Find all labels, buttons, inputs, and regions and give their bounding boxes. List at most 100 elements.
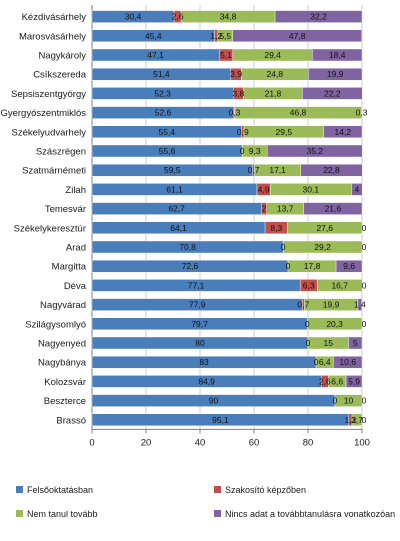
category-label: Szászrégen	[36, 147, 86, 158]
bar-segment	[345, 375, 363, 388]
data-label: 0,3	[356, 108, 368, 118]
data-label: 70,8	[179, 242, 196, 252]
data-label: 21,8	[265, 88, 282, 98]
data-label: 17,1	[269, 165, 286, 175]
bar-segment	[308, 67, 363, 81]
data-label: 22,2	[324, 88, 341, 98]
bar-segment	[274, 10, 363, 23]
data-label: 30,1	[303, 184, 320, 194]
data-label: 64,1	[170, 223, 187, 233]
data-label: 1,4	[354, 300, 366, 310]
data-label: 80	[195, 338, 205, 348]
data-label: 0,3	[229, 108, 241, 118]
data-label: 59,5	[164, 165, 181, 175]
data-label: 10	[344, 396, 354, 406]
bar-segment	[302, 87, 363, 100]
category-label: Margitta	[52, 262, 87, 273]
data-label: 9,3	[249, 146, 261, 156]
x-tick-label-60: 60	[249, 437, 260, 448]
data-label: 6,6	[331, 376, 343, 386]
legend: Felsőoktatásban Szakosító képzőben Nem tan…	[16, 485, 395, 519]
data-label: 3,9	[230, 69, 242, 79]
legend-swatch	[16, 510, 23, 517]
data-label: 4,9	[258, 184, 270, 194]
category-label: Temesvár	[45, 204, 86, 215]
legend-swatch	[214, 510, 221, 517]
data-label: 22,8	[323, 165, 340, 175]
category-label: Déva	[64, 281, 87, 292]
data-label: 2,6	[172, 12, 184, 22]
data-label: 2	[262, 204, 267, 214]
data-label: 19,9	[327, 69, 344, 79]
category-label: Sepsiszentgyörgy	[11, 89, 86, 100]
data-label: 17,8	[304, 261, 321, 271]
bar-segment	[323, 125, 363, 139]
data-label: 0	[333, 396, 338, 406]
data-label: 2,6	[319, 376, 331, 386]
category-label: Gyergyószentmiklós	[0, 108, 86, 119]
data-label: 29,5	[276, 127, 293, 137]
legend-label: Nincs adat a továbbtanulásra vonatkozóan	[225, 509, 395, 519]
x-tick-label-100: 100	[354, 437, 370, 448]
data-label: 10,6	[339, 357, 356, 367]
data-label: 14,2	[335, 127, 352, 137]
bar-segment	[306, 317, 363, 330]
data-label: 0	[362, 415, 367, 425]
data-label: 24,8	[267, 69, 284, 79]
category-label: Szilágysomlyó	[25, 319, 86, 330]
data-label: 0	[362, 223, 367, 233]
category-labels: Kézdivásárhely Marosvásárhely Nagykároly Cs…	[0, 12, 86, 426]
bar-segment	[287, 221, 363, 235]
data-label: 5	[353, 338, 358, 348]
bar-segment	[232, 29, 362, 42]
bar-segment	[303, 202, 363, 215]
data-label: 5,1	[220, 50, 232, 60]
data-label: 19,9	[323, 300, 340, 310]
bar-segment	[334, 394, 363, 407]
data-label: 0	[362, 396, 367, 406]
data-label: 95,1	[212, 415, 229, 425]
data-label: 1,2	[210, 31, 222, 41]
data-label: 5,5	[219, 31, 231, 41]
value-labels: 30,4 2,6 34,8 32,245,4 1,25,5 47,847,1 5,1 29,4…	[125, 12, 368, 425]
bar-segment	[316, 279, 363, 292]
data-label: 77,1	[188, 280, 205, 290]
x-tick-label-20: 20	[141, 437, 152, 448]
category-label: Kolozsvár	[44, 377, 86, 388]
data-label: 0	[306, 338, 311, 348]
bar-segment	[333, 356, 363, 369]
data-label: 1,2	[344, 415, 356, 425]
data-label: 0	[362, 319, 367, 329]
data-label: 0	[286, 261, 291, 271]
data-label: 61,1	[166, 184, 183, 194]
data-label: 3,7	[351, 415, 363, 425]
category-label: Brassó	[56, 415, 86, 426]
data-label: 0	[362, 280, 367, 290]
bar-segment	[300, 163, 363, 177]
data-label: 3,8	[232, 88, 244, 98]
data-label: 55,6	[159, 146, 176, 156]
data-label: 30,4	[125, 12, 142, 22]
data-label: 29,4	[264, 50, 281, 60]
data-label: 47,1	[147, 50, 164, 60]
category-label: Zilah	[65, 185, 86, 196]
x-tick-label-0: 0	[89, 437, 94, 448]
category-label: Székelykeresztúr	[14, 223, 86, 234]
legend-label: Nem tanul tovább	[27, 509, 98, 519]
data-label: 0	[281, 242, 286, 252]
x-axis-ticks: 0 20 40 60 80 100	[89, 429, 370, 448]
data-label: 52,3	[154, 88, 171, 98]
data-label: 45,4	[145, 31, 162, 41]
data-label: 0	[305, 319, 310, 329]
data-label: 18,4	[329, 50, 346, 60]
data-label: 15	[324, 338, 334, 348]
data-label: 0	[362, 242, 367, 252]
data-label: 27,6	[316, 223, 333, 233]
legend-swatch	[214, 486, 221, 493]
data-label: 34,8	[220, 12, 237, 22]
data-label: 0,7	[297, 300, 309, 310]
category-label: Nagyenyed	[38, 339, 86, 350]
category-label: Arad	[66, 243, 86, 254]
category-label: Csíkszereda	[33, 70, 87, 81]
